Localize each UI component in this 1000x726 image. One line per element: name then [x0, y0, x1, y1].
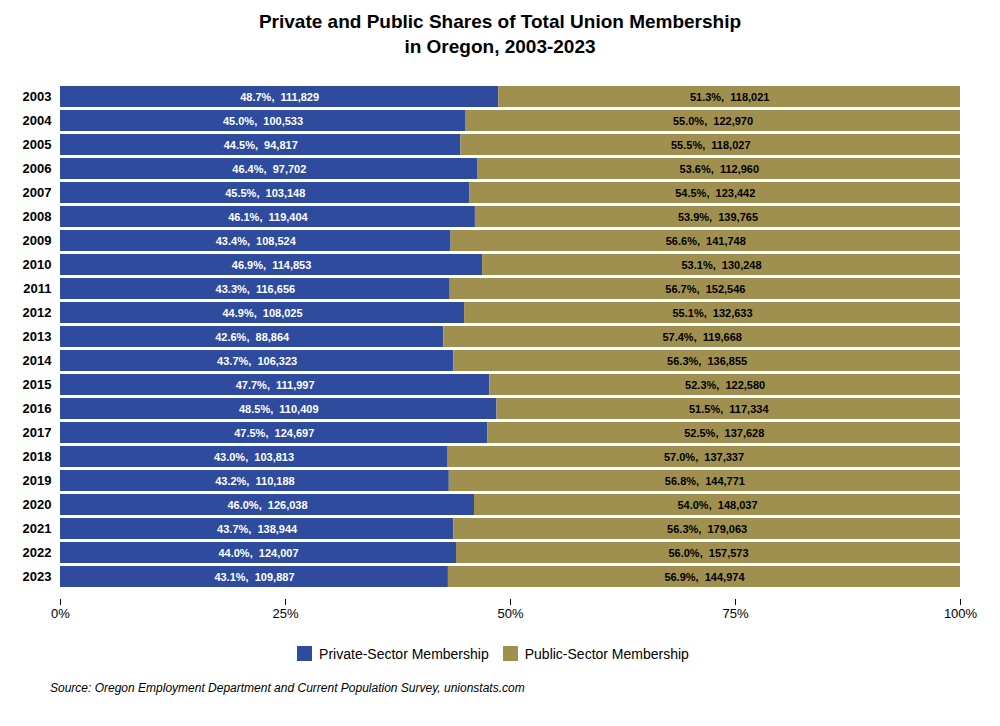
svg-text:52.5%, 137,628: 52.5%, 137,628: [684, 427, 764, 439]
svg-text:2007: 2007: [23, 186, 52, 201]
svg-text:52.3%, 122,580: 52.3%, 122,580: [685, 379, 765, 391]
svg-text:2010: 2010: [23, 258, 52, 273]
svg-text:0%: 0%: [51, 606, 70, 621]
svg-text:54.5%, 123,442: 54.5%, 123,442: [675, 187, 755, 199]
svg-text:25%: 25%: [272, 606, 298, 621]
svg-text:46.9%, 114,853: 46.9%, 114,853: [232, 259, 312, 271]
svg-text:56.9%, 144,974: 56.9%, 144,974: [664, 571, 745, 583]
html-text:Source: Oregon Employment Depa: Source: Oregon Employment Department and…: [50, 681, 525, 696]
svg-text:46.0%, 126,038: 46.0%, 126,038: [227, 499, 307, 511]
svg-text:2018: 2018: [23, 450, 52, 465]
svg-text:56.0%, 157,573: 56.0%, 157,573: [668, 547, 748, 559]
svg-text:46.1%, 119,404: 46.1%, 119,404: [228, 211, 308, 223]
svg-text:44.9%, 108,025: 44.9%, 108,025: [222, 307, 302, 319]
svg-text:2016: 2016: [23, 402, 52, 417]
svg-text:47.7%, 111,997: 47.7%, 111,997: [236, 379, 315, 391]
svg-text:43.7%, 138,944: 43.7%, 138,944: [217, 523, 298, 535]
svg-text:75%: 75%: [722, 606, 748, 621]
svg-text:100%: 100%: [944, 606, 978, 621]
svg-text:56.8%, 144,771: 56.8%, 144,771: [665, 475, 745, 487]
svg-text:43.3%, 116,656: 43.3%, 116,656: [216, 283, 296, 295]
svg-text:2005: 2005: [23, 138, 52, 153]
html-text:Private-Sector Membership: Private-Sector Membership: [319, 645, 489, 662]
svg-text:43.1%, 109,887: 43.1%, 109,887: [214, 571, 294, 583]
svg-text:44.0%, 124,007: 44.0%, 124,007: [218, 547, 298, 559]
svg-text:2012: 2012: [23, 306, 52, 321]
svg-text:2017: 2017: [23, 426, 52, 441]
svg-text:55.1%, 132,633: 55.1%, 132,633: [672, 307, 752, 319]
svg-text:2020: 2020: [23, 498, 52, 513]
svg-text:2019: 2019: [23, 474, 52, 489]
svg-text:44.5%, 94,817: 44.5%, 94,817: [224, 139, 298, 151]
svg-text:53.9%, 139,765: 53.9%, 139,765: [678, 211, 758, 223]
svg-text:2015: 2015: [23, 378, 52, 393]
svg-text:2009: 2009: [23, 234, 52, 249]
svg-text:55.5%, 118,027: 55.5%, 118,027: [671, 139, 751, 151]
svg-text:56.6%, 141,748: 56.6%, 141,748: [666, 235, 746, 247]
svg-text:56.3%, 136,855: 56.3%, 136,855: [667, 355, 747, 367]
svg-text:56.7%, 152,546: 56.7%, 152,546: [665, 283, 745, 295]
svg-text:51.3%, 118,021: 51.3%, 118,021: [690, 91, 770, 103]
svg-text:43.4%, 108,524: 43.4%, 108,524: [216, 235, 297, 247]
svg-text:48.5%, 110,409: 48.5%, 110,409: [239, 403, 319, 415]
html-text:Public-Sector Membership: Public-Sector Membership: [524, 645, 689, 662]
svg-text:50%: 50%: [497, 606, 523, 621]
svg-text:2004: 2004: [23, 114, 53, 129]
svg-text:45.5%, 103,148: 45.5%, 103,148: [225, 187, 305, 199]
svg-text:42.6%, 88,864: 42.6%, 88,864: [215, 331, 290, 343]
svg-text:53.1%, 130,248: 53.1%, 130,248: [681, 259, 761, 271]
svg-text:43.2%, 110,188: 43.2%, 110,188: [215, 475, 295, 487]
svg-text:54.0%, 148,037: 54.0%, 148,037: [677, 499, 757, 511]
svg-text:51.5%, 117,334: 51.5%, 117,334: [689, 403, 769, 415]
svg-text:56.3%, 179,063: 56.3%, 179,063: [667, 523, 747, 535]
svg-text:2021: 2021: [23, 522, 52, 537]
svg-text:2014: 2014: [23, 354, 53, 369]
svg-text:2013: 2013: [23, 330, 52, 345]
svg-text:2008: 2008: [23, 210, 52, 225]
svg-text:57.0%, 137,337: 57.0%, 137,337: [664, 451, 744, 463]
svg-text:57.4%, 119,668: 57.4%, 119,668: [662, 331, 742, 343]
svg-text:43.7%, 106,323: 43.7%, 106,323: [217, 355, 297, 367]
svg-text:43.0%, 103,813: 43.0%, 103,813: [214, 451, 294, 463]
svg-text:55.0%, 122,970: 55.0%, 122,970: [673, 115, 753, 127]
svg-text:53.6%, 112,960: 53.6%, 112,960: [680, 163, 760, 175]
html-text:Private and Public Shares of T: Private and Public Shares of Total Union…: [258, 11, 742, 57]
svg-text:45.0%, 100,533: 45.0%, 100,533: [223, 115, 303, 127]
svg-text:2011: 2011: [23, 282, 51, 297]
svg-text:2022: 2022: [23, 546, 52, 561]
svg-text:2023: 2023: [23, 570, 52, 585]
svg-text:2003: 2003: [23, 90, 52, 105]
svg-text:46.4%, 97,702: 46.4%, 97,702: [232, 163, 306, 175]
svg-text:47.5%, 124,697: 47.5%, 124,697: [234, 427, 314, 439]
svg-text:2006: 2006: [23, 162, 52, 177]
svg-text:48.7%, 111,829: 48.7%, 111,829: [240, 91, 319, 103]
